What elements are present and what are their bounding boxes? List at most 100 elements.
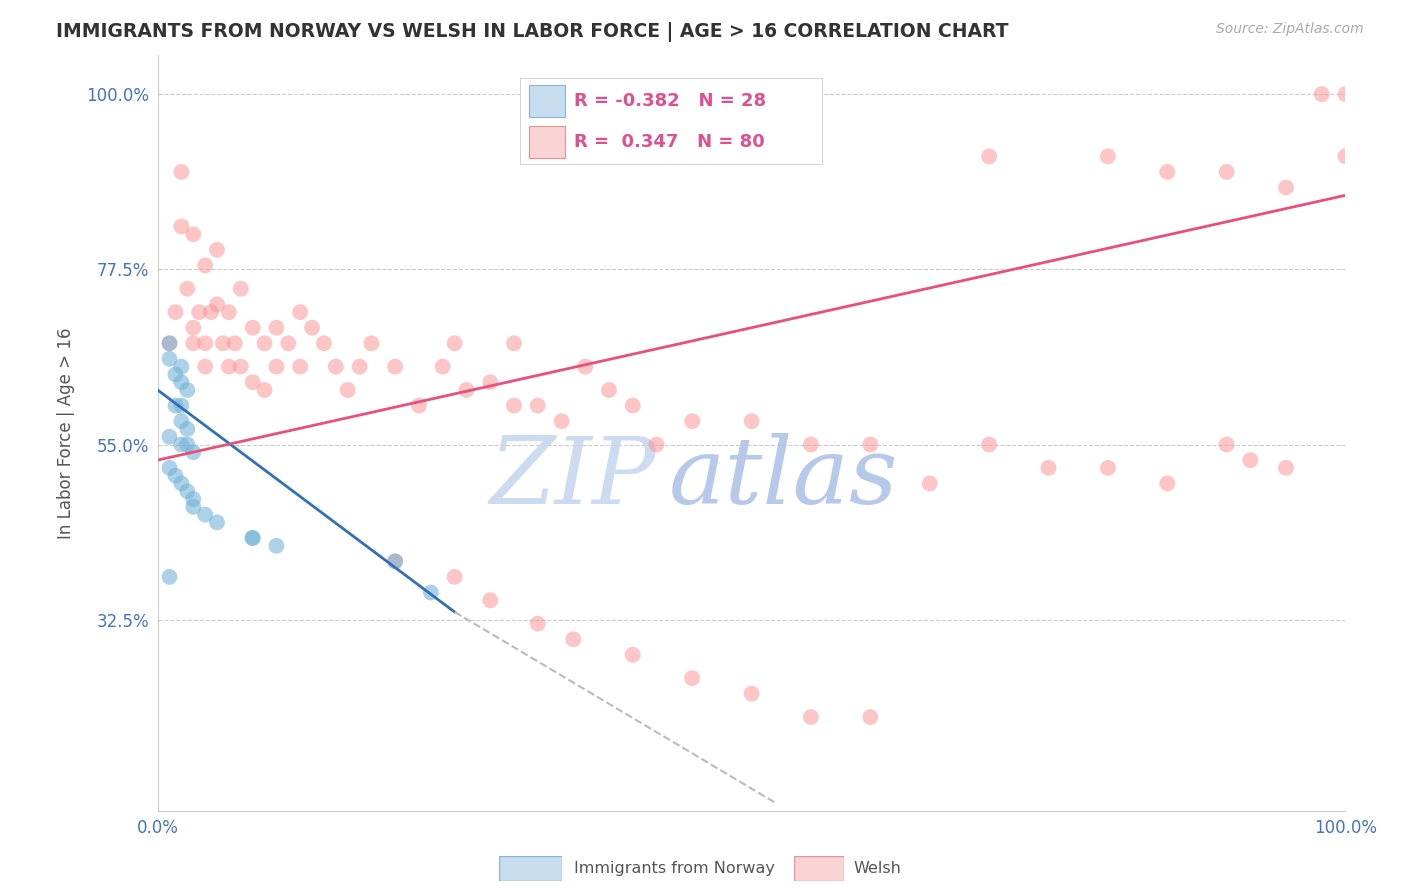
Point [526, 616, 548, 631]
Point [1038, 461, 1060, 475]
Point [194, 508, 217, 522]
Point [621, 399, 644, 413]
Point [188, 305, 211, 319]
Point [253, 336, 276, 351]
Point [312, 336, 335, 351]
Point [645, 437, 668, 451]
Point [598, 383, 620, 397]
Point [526, 399, 548, 413]
Point [212, 336, 235, 351]
Point [181, 500, 204, 514]
Point [253, 383, 276, 397]
Point [176, 422, 198, 436]
Point [165, 368, 187, 382]
Point [1275, 461, 1298, 475]
Text: Source: ZipAtlas.com: Source: ZipAtlas.com [1216, 22, 1364, 37]
Point [205, 243, 228, 257]
Point [419, 585, 441, 599]
Point [170, 476, 193, 491]
Text: Immigrants from Norway: Immigrants from Norway [574, 862, 775, 876]
Point [176, 383, 198, 397]
Text: IMMIGRANTS FROM NORWAY VS WELSH IN LABOR FORCE | AGE > 16 CORRELATION CHART: IMMIGRANTS FROM NORWAY VS WELSH IN LABOR… [56, 22, 1008, 42]
Text: atlas: atlas [668, 434, 898, 523]
Point [1156, 476, 1178, 491]
Point [1310, 87, 1333, 101]
Point [181, 445, 204, 459]
Point [181, 491, 204, 506]
Point [562, 632, 585, 647]
Point [977, 437, 1000, 451]
Point [266, 359, 288, 374]
Point [859, 437, 882, 451]
Point [408, 399, 430, 413]
Text: Welsh: Welsh [853, 862, 901, 876]
Point [681, 414, 703, 428]
Point [479, 593, 502, 607]
Point [859, 710, 882, 724]
Point [432, 359, 454, 374]
Point [181, 227, 204, 242]
Point [170, 359, 193, 374]
Point [205, 297, 228, 311]
Point [325, 359, 347, 374]
Point [242, 320, 264, 334]
Point [242, 531, 264, 545]
Point [170, 414, 193, 428]
Point [159, 570, 181, 584]
Point [288, 305, 311, 319]
Point [181, 320, 204, 334]
Point [159, 336, 181, 351]
Point [741, 687, 763, 701]
Point [277, 336, 299, 351]
Point [170, 375, 193, 389]
Y-axis label: In Labor Force | Age > 16: In Labor Force | Age > 16 [58, 327, 75, 539]
Point [800, 710, 823, 724]
Point [181, 336, 204, 351]
Point [165, 305, 187, 319]
Point [384, 554, 406, 568]
Point [550, 414, 572, 428]
Point [1215, 437, 1237, 451]
Point [360, 336, 382, 351]
Point [1215, 165, 1237, 179]
Point [384, 359, 406, 374]
Point [1334, 149, 1357, 163]
Point [176, 484, 198, 499]
Point [266, 320, 288, 334]
Point [200, 305, 222, 319]
Point [165, 468, 187, 483]
Point [288, 359, 311, 374]
Point [574, 359, 596, 374]
Point [159, 430, 181, 444]
Point [443, 336, 465, 351]
Point [229, 282, 252, 296]
Point [242, 531, 264, 545]
Point [301, 320, 323, 334]
Point [741, 414, 763, 428]
Point [1275, 180, 1298, 194]
Point [349, 359, 371, 374]
Point [170, 165, 193, 179]
Point [621, 648, 644, 662]
Point [159, 461, 181, 475]
Point [170, 437, 193, 451]
Point [1334, 87, 1357, 101]
Text: ZIP: ZIP [489, 434, 657, 523]
Point [170, 399, 193, 413]
Point [503, 399, 526, 413]
Point [503, 336, 526, 351]
Point [224, 336, 246, 351]
Point [479, 375, 502, 389]
Point [443, 570, 465, 584]
Point [205, 516, 228, 530]
Point [159, 336, 181, 351]
Point [218, 305, 240, 319]
Point [681, 671, 703, 685]
Point [384, 554, 406, 568]
Point [1097, 461, 1119, 475]
Point [1156, 165, 1178, 179]
Point [194, 359, 217, 374]
Point [266, 539, 288, 553]
Point [165, 399, 187, 413]
Point [170, 219, 193, 234]
